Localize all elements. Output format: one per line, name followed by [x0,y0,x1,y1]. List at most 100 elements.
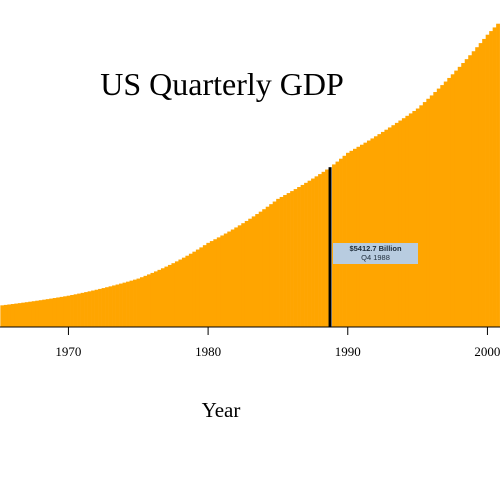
bar[interactable] [140,277,144,327]
bar[interactable] [202,245,207,327]
bar[interactable] [157,269,162,327]
bar[interactable] [440,85,445,327]
bar[interactable] [401,118,406,327]
bar[interactable] [209,241,214,327]
bar[interactable] [377,134,382,327]
bar[interactable] [38,300,43,327]
bar[interactable] [115,284,120,327]
bar[interactable] [391,125,396,328]
bar[interactable] [262,209,267,327]
bar[interactable] [489,31,493,328]
bar[interactable] [108,286,113,327]
bar[interactable] [342,155,347,327]
bar[interactable] [412,110,417,327]
bar[interactable] [314,176,319,327]
bar-highlighted[interactable] [328,167,332,327]
bar[interactable] [454,70,459,327]
bar[interactable] [429,95,434,328]
bar[interactable] [366,140,371,327]
bar[interactable] [171,263,176,327]
bar[interactable] [178,259,183,327]
bar[interactable] [206,242,211,327]
bar[interactable] [321,171,326,327]
bar[interactable] [356,146,361,327]
bar[interactable] [422,102,427,327]
bar[interactable] [405,115,410,327]
bar[interactable] [496,23,500,328]
bar[interactable] [300,184,305,327]
bar[interactable] [216,237,221,327]
bar[interactable] [87,291,92,327]
bar[interactable] [419,105,424,327]
bar[interactable] [380,131,385,327]
bar[interactable] [66,295,71,327]
bar[interactable] [265,206,270,327]
bar[interactable] [14,303,19,327]
bar[interactable] [160,268,165,327]
bar[interactable] [471,51,476,328]
bar[interactable] [63,296,67,327]
bar[interactable] [101,288,106,327]
bar[interactable] [290,191,294,327]
bar[interactable] [359,144,364,327]
bar[interactable] [349,150,354,327]
bar[interactable] [304,182,308,327]
bar[interactable] [255,214,260,327]
bar[interactable] [384,129,389,327]
bar[interactable] [468,55,473,327]
bar[interactable] [174,261,179,327]
bar[interactable] [17,303,22,327]
bar[interactable] [94,289,99,327]
bar[interactable] [181,257,186,327]
bar[interactable] [436,88,441,327]
bar[interactable] [192,251,197,327]
bar[interactable] [52,298,57,327]
bar[interactable] [35,300,40,327]
bar[interactable] [241,223,246,327]
bar[interactable] [408,113,413,327]
bar[interactable] [478,43,483,327]
bar[interactable] [10,304,15,327]
bar[interactable] [339,158,343,327]
bar[interactable] [297,187,301,327]
bar[interactable] [272,201,277,327]
bar[interactable] [73,294,78,327]
bar[interactable] [346,152,350,327]
bar[interactable] [119,283,123,327]
bar[interactable] [258,211,263,327]
bar[interactable] [59,296,64,327]
bar[interactable] [105,287,109,327]
bar[interactable] [234,227,239,327]
bar[interactable] [248,218,253,327]
bar[interactable] [415,108,420,328]
bar[interactable] [325,169,329,327]
bar[interactable] [70,295,74,327]
bar[interactable] [195,249,200,327]
bar[interactable] [77,293,81,327]
bar[interactable] [122,282,127,327]
bar[interactable] [45,299,50,327]
bar[interactable] [143,275,148,327]
bar[interactable] [185,255,190,327]
bar[interactable] [150,272,155,327]
bar[interactable] [450,74,455,327]
bar[interactable] [199,247,204,327]
bar[interactable] [31,301,36,327]
bar[interactable] [283,195,287,327]
bar[interactable] [363,142,368,327]
bar[interactable] [293,189,298,327]
bar[interactable] [136,278,141,327]
bar[interactable] [286,193,291,327]
bar[interactable] [220,235,225,327]
bar[interactable] [492,27,497,327]
bar[interactable] [227,231,232,327]
bar[interactable] [56,297,61,327]
bar[interactable] [237,225,242,327]
bar[interactable] [394,122,399,327]
bar[interactable] [311,178,315,327]
bar[interactable] [126,281,130,327]
bar[interactable] [133,279,137,327]
bar[interactable] [98,288,102,327]
bar[interactable] [387,127,392,327]
bar[interactable] [373,136,378,327]
